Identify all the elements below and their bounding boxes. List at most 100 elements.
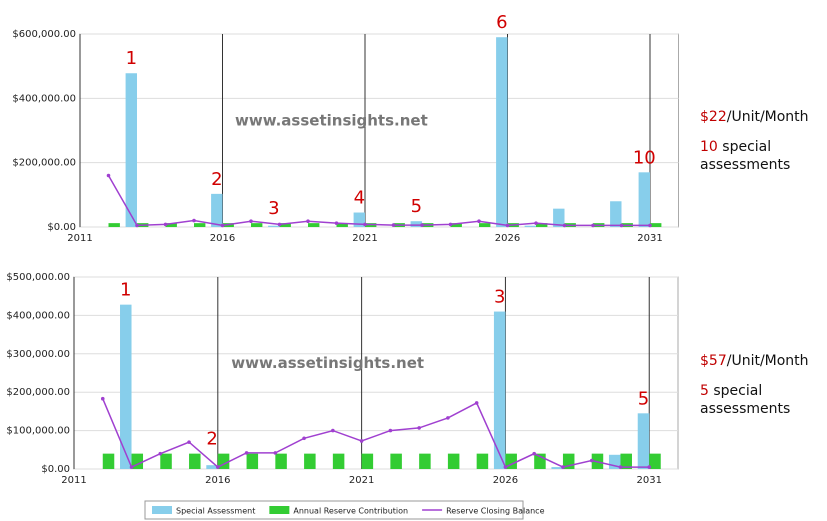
watermark: www.assetinsights.net bbox=[231, 354, 424, 372]
point bbox=[187, 440, 191, 444]
bar bbox=[206, 465, 218, 469]
x-tick-label: 2021 bbox=[349, 475, 374, 486]
y-tick-label: $600,000.00 bbox=[12, 29, 76, 40]
legend-label: Special Assessment bbox=[176, 507, 255, 516]
bar bbox=[211, 193, 223, 227]
x-tick-label: 2016 bbox=[205, 475, 230, 486]
balance-line bbox=[102, 398, 650, 469]
point bbox=[589, 458, 594, 463]
bar bbox=[217, 453, 230, 469]
point bbox=[244, 451, 249, 455]
cost-note: $22/Unit/Month bbox=[700, 108, 825, 126]
legend-label: Annual Reserve Contribution bbox=[293, 507, 408, 516]
point bbox=[216, 465, 220, 469]
plot-area bbox=[73, 276, 679, 470]
plot-area bbox=[79, 33, 679, 228]
point bbox=[648, 223, 652, 228]
bar bbox=[131, 453, 144, 469]
bar bbox=[447, 453, 460, 469]
point bbox=[561, 465, 565, 469]
bar bbox=[505, 453, 517, 469]
bar bbox=[551, 467, 563, 469]
bar bbox=[637, 413, 650, 469]
point bbox=[532, 451, 536, 456]
bar bbox=[194, 223, 206, 227]
bar bbox=[534, 453, 546, 469]
point bbox=[534, 221, 538, 225]
bar bbox=[536, 223, 548, 227]
annotation: 6 bbox=[496, 12, 507, 33]
y-tick-label: $500,000.00 bbox=[6, 272, 70, 283]
point bbox=[220, 223, 225, 228]
point bbox=[192, 218, 196, 223]
point bbox=[591, 223, 595, 228]
bar bbox=[649, 453, 661, 469]
legend-swatch bbox=[152, 506, 172, 514]
bar bbox=[165, 223, 177, 227]
count-text: special assessments bbox=[700, 383, 791, 417]
amount: $22 bbox=[700, 109, 727, 125]
point bbox=[273, 451, 278, 455]
bar bbox=[410, 221, 422, 227]
count-note: 5 special assessments bbox=[700, 382, 805, 418]
bar bbox=[620, 453, 632, 469]
bar bbox=[496, 37, 508, 227]
point bbox=[446, 416, 450, 420]
bar bbox=[610, 201, 622, 227]
legend-box bbox=[144, 500, 524, 520]
count: 5 bbox=[700, 383, 709, 399]
bar bbox=[361, 453, 374, 469]
bar bbox=[189, 453, 201, 469]
x-tick-label: 2011 bbox=[67, 233, 92, 244]
annotation: 2 bbox=[206, 429, 217, 450]
bar bbox=[308, 223, 320, 227]
point bbox=[129, 465, 134, 469]
x-tick-label: 2011 bbox=[61, 475, 86, 486]
point bbox=[618, 465, 623, 469]
point bbox=[647, 465, 652, 469]
point bbox=[388, 428, 393, 433]
point bbox=[503, 465, 508, 469]
y-tick-label: $400,000.00 bbox=[12, 93, 76, 104]
point bbox=[562, 223, 567, 228]
annotation: 4 bbox=[354, 188, 365, 209]
y-tick-label: $300,000.00 bbox=[6, 349, 70, 360]
bar bbox=[108, 223, 120, 227]
annotation: 3 bbox=[494, 287, 505, 308]
legend: Special Assessment Annual Reserve Contrib… bbox=[144, 500, 545, 520]
point bbox=[100, 396, 105, 401]
annotation: 3 bbox=[268, 198, 279, 219]
bar bbox=[638, 172, 650, 227]
bar bbox=[125, 73, 137, 227]
x-tick-label: 2016 bbox=[210, 233, 235, 244]
bar bbox=[419, 453, 431, 469]
bar bbox=[120, 304, 132, 469]
bar bbox=[562, 453, 575, 469]
annotation: 5 bbox=[411, 196, 422, 217]
bar bbox=[450, 223, 462, 227]
point bbox=[505, 223, 510, 228]
point bbox=[331, 428, 335, 433]
x-tick-label: 2031 bbox=[637, 233, 662, 244]
bar bbox=[160, 453, 172, 469]
point bbox=[106, 173, 111, 178]
count-text: special assessments bbox=[700, 139, 791, 173]
point bbox=[277, 222, 282, 227]
y-tick-label: $200,000.00 bbox=[12, 158, 76, 169]
bar bbox=[524, 225, 536, 227]
legend-label: Reserve Closing Balance bbox=[446, 507, 544, 516]
point bbox=[619, 223, 624, 228]
x-tick-label: 2026 bbox=[493, 475, 518, 486]
bar bbox=[493, 311, 506, 469]
bar bbox=[268, 225, 280, 227]
point bbox=[417, 426, 421, 430]
x-tick-label: 2026 bbox=[495, 233, 520, 244]
point bbox=[306, 219, 310, 224]
bar bbox=[479, 223, 491, 227]
point bbox=[359, 439, 364, 443]
bar bbox=[608, 454, 621, 469]
count-note: 10 special assessments bbox=[700, 138, 805, 174]
bar bbox=[553, 208, 565, 227]
